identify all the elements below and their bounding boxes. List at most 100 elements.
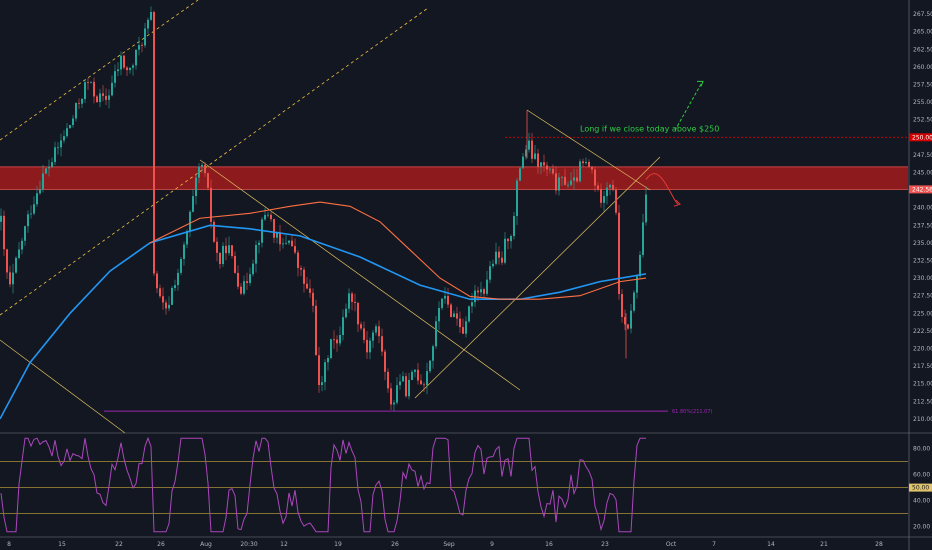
candle-body — [402, 376, 404, 382]
candle-body — [315, 305, 317, 356]
price-tick-label: 260.00 — [913, 64, 932, 71]
candle-body — [273, 219, 275, 238]
time-tick-label: 26 — [391, 541, 399, 548]
time-tick-label: 14 — [767, 541, 775, 548]
candle-body — [459, 318, 461, 328]
candle-body — [210, 187, 212, 222]
candle-body — [504, 238, 506, 263]
candle-body — [21, 240, 23, 250]
candle-body — [186, 230, 188, 245]
candle-body — [162, 296, 164, 303]
rsi-tick-label: 40.00 — [913, 498, 930, 505]
candle-body — [600, 189, 602, 203]
candle-body — [552, 168, 554, 174]
price-tick-label: 210.00 — [913, 416, 932, 423]
candle-body — [327, 358, 329, 363]
candle-body — [39, 189, 41, 194]
candle-body — [42, 173, 44, 190]
candle-body — [216, 241, 218, 253]
candle-body — [420, 380, 422, 385]
candle-body — [405, 376, 407, 397]
candle-body — [414, 369, 416, 372]
candle-body — [378, 326, 380, 337]
candle-body — [531, 140, 533, 159]
resistance-zone[interactable] — [0, 166, 908, 190]
candle-body — [18, 249, 20, 258]
candle-body — [354, 301, 356, 303]
candle-body — [507, 238, 509, 242]
candle-body — [345, 308, 347, 318]
candle-body — [567, 184, 569, 186]
moving-average-orange[interactable] — [149, 201, 647, 300]
candle-body — [372, 332, 374, 341]
time-tick-label: 16 — [545, 541, 553, 548]
candle-body — [66, 128, 68, 137]
candle-body — [138, 45, 140, 50]
price-tick-label: 222.50 — [913, 328, 932, 335]
trendline-descending[interactable] — [199, 159, 521, 391]
long-signal-arrow[interactable] — [674, 82, 703, 131]
candle-body — [288, 240, 290, 243]
candle-body — [24, 226, 26, 241]
time-tick-label: 9 — [490, 541, 494, 548]
candle-body — [615, 189, 617, 213]
candle-body — [96, 96, 98, 103]
candle-body — [105, 95, 107, 100]
candle-body — [165, 302, 167, 309]
candle-body — [342, 317, 344, 335]
channel-lower-line[interactable] — [0, 7, 429, 316]
projection-arrow[interactable] — [645, 173, 679, 205]
candle-body — [45, 168, 47, 174]
price-tick-label: 212.50 — [913, 398, 932, 405]
time-tick-label: 8 — [7, 541, 11, 548]
price-tick-label: 262.50 — [913, 46, 932, 53]
rsi-line[interactable] — [0, 436, 646, 533]
candle-body — [384, 351, 386, 372]
candle-body — [69, 125, 71, 129]
price-tick-label: 227.50 — [913, 293, 932, 300]
candle-body — [450, 304, 452, 317]
rsi-current-tag: 50.00 — [912, 485, 929, 492]
time-tick-label: 28 — [875, 541, 883, 548]
time-tick-label: 20:30 — [240, 541, 257, 548]
candle-body — [642, 222, 644, 255]
candle-body — [462, 327, 464, 334]
trendline-early[interactable] — [0, 339, 126, 434]
candle-body — [78, 102, 80, 104]
trendline-top[interactable] — [526, 109, 651, 191]
candle-body — [309, 288, 311, 293]
candle-body — [399, 381, 401, 386]
candle-body — [645, 194, 647, 223]
price-tick-label: 245.00 — [913, 169, 932, 176]
candle-body — [141, 45, 143, 46]
moving-average-blue[interactable] — [0, 224, 647, 420]
candle-body — [387, 371, 389, 389]
price-tick-label: 257.50 — [913, 81, 932, 88]
candles[interactable] — [0, 6, 647, 411]
candle-body — [0, 215, 2, 222]
rsi-pane[interactable] — [0, 436, 908, 533]
candle-body — [246, 281, 248, 284]
candle-body — [348, 293, 350, 309]
candle-body — [174, 285, 176, 288]
candle-body — [93, 81, 95, 97]
candle-body — [81, 98, 83, 104]
candle-body — [495, 251, 497, 264]
candle-body — [51, 162, 53, 167]
candle-body — [468, 306, 470, 322]
candle-body — [480, 289, 482, 293]
candle-body — [243, 281, 245, 294]
candle-body — [525, 149, 527, 157]
price-tick-label: 232.50 — [913, 258, 932, 265]
time-tick-label: 15 — [58, 541, 66, 548]
channel-upper-line[interactable] — [0, 0, 199, 141]
candle-body — [630, 310, 632, 329]
trendline-ascending[interactable] — [414, 156, 661, 399]
time-tick-label: 23 — [601, 541, 609, 548]
candle-body — [429, 360, 431, 372]
price-tag-250: 250.00 — [912, 134, 932, 141]
